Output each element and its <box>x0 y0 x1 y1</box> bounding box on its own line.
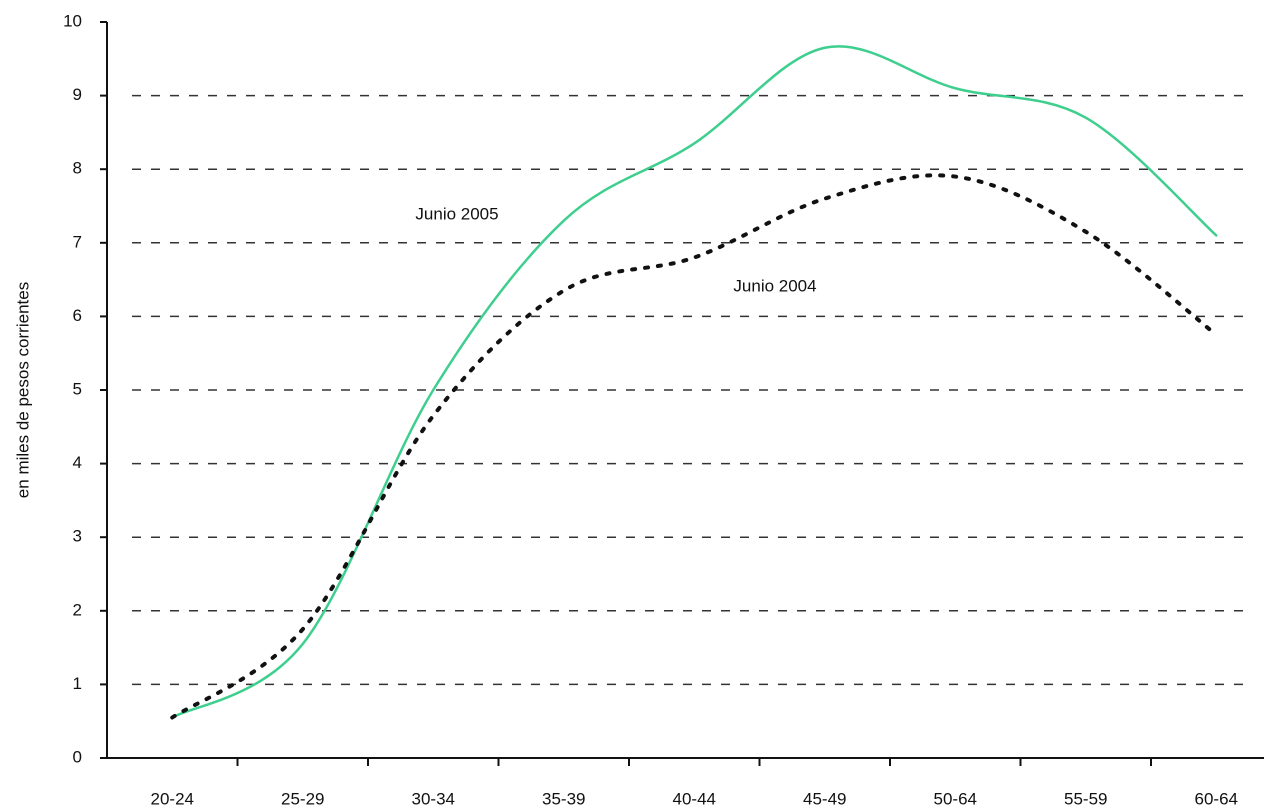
x-tick-label: 20-24 <box>151 789 194 808</box>
y-tick-label: 7 <box>73 232 82 251</box>
y-tick-label: 1 <box>73 674 82 693</box>
y-tick-label: 9 <box>73 85 82 104</box>
y-tick-label: 8 <box>73 159 82 178</box>
y-tick-label: 0 <box>73 747 82 766</box>
x-tick-label: 35-39 <box>542 789 585 808</box>
x-tick-label: 30-34 <box>412 789 455 808</box>
y-tick-label: 5 <box>73 379 82 398</box>
y-tick-label: 2 <box>73 600 82 619</box>
series-line <box>171 45 1218 719</box>
series-line <box>170 173 1219 720</box>
x-tick-label: 50-64 <box>934 789 977 808</box>
y-axis-label: en miles de pesos corrientes <box>13 282 32 498</box>
series-annotation: Junio 2004 <box>733 276 816 295</box>
x-tick-label: 55-59 <box>1064 789 1107 808</box>
y-tick-label: 3 <box>73 527 82 546</box>
y-tick-label: 4 <box>73 453 82 472</box>
y-tick-label: 10 <box>63 11 82 30</box>
x-tick-label: 25-29 <box>281 789 324 808</box>
y-tick-label: 6 <box>73 306 82 325</box>
x-tick-label: 60-64 <box>1195 789 1238 808</box>
x-tick-label: 45-49 <box>803 789 846 808</box>
series-annotation: Junio 2005 <box>415 204 498 223</box>
x-tick-label: 40-44 <box>673 789 716 808</box>
